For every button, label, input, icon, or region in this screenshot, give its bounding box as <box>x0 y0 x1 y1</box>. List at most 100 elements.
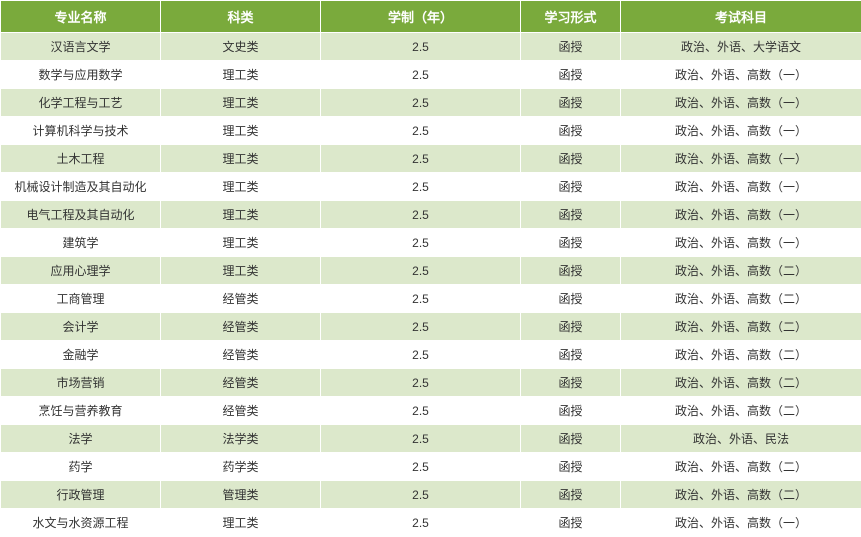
table-row: 机械设计制造及其自动化理工类2.5函授政治、外语、高数（一） <box>1 173 861 201</box>
table-cell: 药学 <box>1 453 161 481</box>
table-cell: 经管类 <box>161 313 321 341</box>
table-cell: 经管类 <box>161 369 321 397</box>
table-cell: 函授 <box>521 481 621 509</box>
table-cell: 函授 <box>521 369 621 397</box>
table-cell: 政治、外语、高数（二） <box>621 257 861 285</box>
table-cell: 2.5 <box>321 481 521 509</box>
table-row: 会计学经管类2.5函授政治、外语、高数（二） <box>1 313 861 341</box>
table-row: 水文与水资源工程理工类2.5函授政治、外语、高数（一） <box>1 509 861 537</box>
table-cell: 函授 <box>521 285 621 313</box>
table-row: 土木工程理工类2.5函授政治、外语、高数（一） <box>1 145 861 173</box>
table-cell: 政治、外语、高数（一） <box>621 229 861 257</box>
table-cell: 函授 <box>521 453 621 481</box>
table-row: 市场营销经管类2.5函授政治、外语、高数（二） <box>1 369 861 397</box>
table-cell: 政治、外语、高数（一） <box>621 61 861 89</box>
table-row: 化学工程与工艺理工类2.5函授政治、外语、高数（一） <box>1 89 861 117</box>
table-cell: 2.5 <box>321 201 521 229</box>
table-cell: 法学类 <box>161 425 321 453</box>
col-header-subjects: 考试科目 <box>621 1 861 33</box>
table-cell: 政治、外语、高数（二） <box>621 397 861 425</box>
table-cell: 政治、外语、高数（一） <box>621 201 861 229</box>
table-cell: 化学工程与工艺 <box>1 89 161 117</box>
table-row: 工商管理经管类2.5函授政治、外语、高数（二） <box>1 285 861 313</box>
table-cell: 2.5 <box>321 453 521 481</box>
table-cell: 水文与水资源工程 <box>1 509 161 537</box>
table-cell: 汉语言文学 <box>1 33 161 61</box>
table-cell: 函授 <box>521 509 621 537</box>
table-cell: 函授 <box>521 341 621 369</box>
table-row: 药学药学类2.5函授政治、外语、高数（二） <box>1 453 861 481</box>
table-row: 数学与应用数学理工类2.5函授政治、外语、高数（一） <box>1 61 861 89</box>
table-cell: 土木工程 <box>1 145 161 173</box>
majors-table: 专业名称 科类 学制（年） 学习形式 考试科目 汉语言文学文史类2.5函授政治、… <box>0 0 861 537</box>
table-cell: 2.5 <box>321 369 521 397</box>
table-cell: 法学 <box>1 425 161 453</box>
col-header-duration: 学制（年） <box>321 1 521 33</box>
table-cell: 政治、外语、高数（二） <box>621 341 861 369</box>
table-cell: 函授 <box>521 201 621 229</box>
table-row: 烹饪与营养教育经管类2.5函授政治、外语、高数（二） <box>1 397 861 425</box>
table-cell: 计算机科学与技术 <box>1 117 161 145</box>
table-body: 汉语言文学文史类2.5函授政治、外语、大学语文数学与应用数学理工类2.5函授政治… <box>1 33 861 537</box>
table-cell: 函授 <box>521 229 621 257</box>
table-cell: 管理类 <box>161 481 321 509</box>
table-cell: 经管类 <box>161 341 321 369</box>
table-cell: 函授 <box>521 117 621 145</box>
table-cell: 政治、外语、大学语文 <box>621 33 861 61</box>
table-cell: 行政管理 <box>1 481 161 509</box>
table-cell: 机械设计制造及其自动化 <box>1 173 161 201</box>
table-cell: 函授 <box>521 257 621 285</box>
table-cell: 政治、外语、高数（一） <box>621 145 861 173</box>
table-cell: 文史类 <box>161 33 321 61</box>
table-cell: 理工类 <box>161 229 321 257</box>
table-cell: 2.5 <box>321 509 521 537</box>
table-cell: 经管类 <box>161 397 321 425</box>
table-cell: 2.5 <box>321 229 521 257</box>
table-cell: 理工类 <box>161 509 321 537</box>
table-cell: 2.5 <box>321 33 521 61</box>
table-cell: 函授 <box>521 173 621 201</box>
table-cell: 政治、外语、高数（二） <box>621 481 861 509</box>
col-header-mode: 学习形式 <box>521 1 621 33</box>
table-cell: 函授 <box>521 145 621 173</box>
table-cell: 函授 <box>521 313 621 341</box>
table-cell: 2.5 <box>321 61 521 89</box>
table-row: 建筑学理工类2.5函授政治、外语、高数（一） <box>1 229 861 257</box>
table-row: 金融学经管类2.5函授政治、外语、高数（二） <box>1 341 861 369</box>
table-cell: 函授 <box>521 33 621 61</box>
col-header-category: 科类 <box>161 1 321 33</box>
table-cell: 2.5 <box>321 257 521 285</box>
table-cell: 2.5 <box>321 425 521 453</box>
table-cell: 理工类 <box>161 61 321 89</box>
table-header-row: 专业名称 科类 学制（年） 学习形式 考试科目 <box>1 1 861 33</box>
table-cell: 应用心理学 <box>1 257 161 285</box>
table-cell: 经管类 <box>161 285 321 313</box>
table-cell: 函授 <box>521 397 621 425</box>
table-cell: 政治、外语、高数（二） <box>621 453 861 481</box>
table-cell: 数学与应用数学 <box>1 61 161 89</box>
table-cell: 政治、外语、高数（一） <box>621 89 861 117</box>
table-cell: 理工类 <box>161 117 321 145</box>
table-cell: 金融学 <box>1 341 161 369</box>
table-cell: 烹饪与营养教育 <box>1 397 161 425</box>
table-cell: 2.5 <box>321 145 521 173</box>
table-cell: 工商管理 <box>1 285 161 313</box>
table-cell: 2.5 <box>321 341 521 369</box>
table-cell: 理工类 <box>161 145 321 173</box>
table-cell: 政治、外语、高数（二） <box>621 369 861 397</box>
table-cell: 政治、外语、高数（二） <box>621 313 861 341</box>
table-cell: 政治、外语、高数（二） <box>621 285 861 313</box>
table-row: 汉语言文学文史类2.5函授政治、外语、大学语文 <box>1 33 861 61</box>
table-cell: 函授 <box>521 61 621 89</box>
table-cell: 政治、外语、民法 <box>621 425 861 453</box>
table-cell: 理工类 <box>161 201 321 229</box>
table-cell: 政治、外语、高数（一） <box>621 173 861 201</box>
table-cell: 2.5 <box>321 285 521 313</box>
table-cell: 电气工程及其自动化 <box>1 201 161 229</box>
table-cell: 政治、外语、高数（一） <box>621 117 861 145</box>
table-cell: 政治、外语、高数（一） <box>621 509 861 537</box>
table-cell: 会计学 <box>1 313 161 341</box>
col-header-major: 专业名称 <box>1 1 161 33</box>
table-row: 行政管理管理类2.5函授政治、外语、高数（二） <box>1 481 861 509</box>
table-row: 法学法学类2.5函授政治、外语、民法 <box>1 425 861 453</box>
